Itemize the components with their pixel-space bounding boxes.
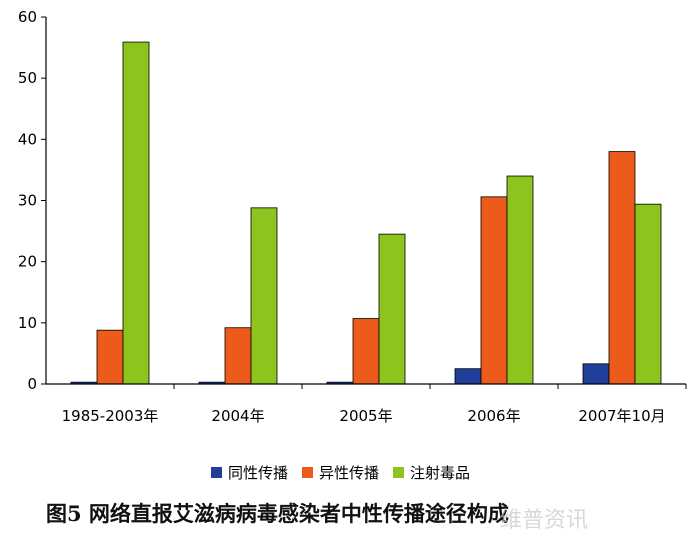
legend-label: 同性传播 xyxy=(228,463,289,482)
x-tick-label: 2006年 xyxy=(467,407,520,425)
bars-group xyxy=(70,41,662,385)
legend-swatch xyxy=(302,466,314,478)
x-tick-label: 2004年 xyxy=(211,407,264,425)
bar xyxy=(480,196,508,385)
bar xyxy=(96,329,124,385)
y-tick-label: 10 xyxy=(18,314,37,332)
bar xyxy=(454,368,482,385)
y-axis-ticks: 0 10 20 30 40 50 60 xyxy=(18,8,46,393)
bar xyxy=(250,207,278,385)
legend-label: 异性传播 xyxy=(319,463,380,482)
y-tick-label: 0 xyxy=(27,375,37,393)
bar xyxy=(608,151,636,385)
x-axis-labels: 1985-2003年 2004年 2005年 2006年 2007年10月 xyxy=(62,384,687,425)
bar xyxy=(122,41,150,385)
legend-swatch xyxy=(211,466,222,478)
y-tick-label: 50 xyxy=(18,69,37,87)
y-tick-label: 40 xyxy=(18,130,37,148)
legend-item-injection-drugs: 注射毒品 xyxy=(393,462,470,483)
y-tick-label: 20 xyxy=(18,253,37,271)
x-tick-label: 1985-2003年 xyxy=(62,407,159,425)
bar xyxy=(506,175,534,385)
legend-swatch xyxy=(393,466,405,478)
legend-item-same-sex: 同性传播 xyxy=(211,462,288,483)
watermark: 维普资讯 xyxy=(500,508,589,533)
legend-label: 注射毒品 xyxy=(410,463,471,482)
bar xyxy=(352,318,380,385)
y-tick-label: 60 xyxy=(18,8,37,26)
figure-caption: 图5 网络直报艾滋病病毒感染者中性传播途径构成 xyxy=(46,501,509,526)
x-tick-label: 2005年 xyxy=(339,407,392,425)
x-tick-label: 2007年10月 xyxy=(578,407,665,425)
bar xyxy=(224,327,252,385)
legend: 同性传播 异性传播 注射毒品 xyxy=(211,460,484,484)
bar xyxy=(634,203,662,385)
legend-item-heterosexual: 异性传播 xyxy=(302,462,379,483)
y-tick-label: 30 xyxy=(18,192,37,210)
bar xyxy=(582,363,610,385)
bar xyxy=(378,233,406,385)
